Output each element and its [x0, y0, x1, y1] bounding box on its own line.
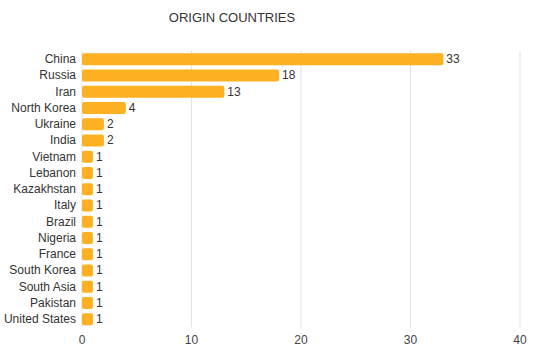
chart-container: ORIGIN COUNTRIES 0 10 20 30 40 China 33 Russia 18…	[0, 0, 546, 353]
grid-line	[520, 51, 521, 327]
category-label: South Asia	[19, 280, 77, 294]
category-label: China	[45, 52, 77, 66]
category-label: Pakistan	[30, 296, 76, 310]
tick-label: 20	[294, 333, 308, 347]
axis-line	[82, 327, 520, 328]
bar	[82, 167, 93, 179]
grid-line	[301, 51, 302, 327]
bar	[82, 248, 93, 260]
bar	[82, 313, 93, 325]
data-label: 1	[96, 231, 103, 245]
category-label: Russia	[39, 68, 76, 82]
bar	[82, 102, 126, 114]
category-label: France	[39, 247, 77, 261]
bar	[82, 216, 93, 228]
bar	[82, 151, 93, 163]
data-label: 2	[107, 117, 114, 131]
data-label: 13	[227, 85, 241, 99]
grid-line	[410, 51, 411, 327]
tick-label: 30	[404, 333, 418, 347]
data-label: 1	[96, 150, 103, 164]
category-label: India	[50, 133, 76, 147]
bar	[82, 134, 104, 146]
bar	[82, 183, 93, 195]
bar	[82, 69, 279, 81]
category-label: Brazil	[46, 215, 76, 229]
tick-label: 10	[185, 333, 199, 347]
data-label: 4	[129, 101, 136, 115]
category-label: South Korea	[9, 263, 76, 277]
category-label: Italy	[54, 198, 76, 212]
bar	[82, 264, 93, 276]
bar	[82, 53, 443, 65]
bar	[82, 86, 224, 98]
data-label: 2	[107, 133, 114, 147]
data-label: 1	[96, 166, 103, 180]
chart: ORIGIN COUNTRIES 0 10 20 30 40 China 33 Russia 18…	[0, 0, 546, 353]
tick-label: 40	[513, 333, 527, 347]
data-label: 1	[96, 280, 103, 294]
bar	[82, 232, 93, 244]
data-label: 1	[96, 215, 103, 229]
bar	[82, 199, 93, 211]
bar	[82, 118, 104, 130]
category-label: Ukraine	[35, 117, 77, 131]
bar	[82, 297, 93, 309]
bars	[82, 53, 443, 325]
data-label: 1	[96, 247, 103, 261]
bar	[82, 281, 93, 293]
data-label: 1	[96, 312, 103, 326]
tick-label: 0	[79, 333, 86, 347]
data-label: 1	[96, 296, 103, 310]
category-label: Nigeria	[38, 231, 76, 245]
category-label: Vietnam	[32, 150, 76, 164]
data-label: 18	[282, 68, 296, 82]
category-label: Kazakhstan	[13, 182, 76, 196]
data-label: 1	[96, 263, 103, 277]
title: ORIGIN COUNTRIES	[169, 10, 296, 25]
data-label: 33	[446, 52, 460, 66]
category-label: Iran	[55, 85, 76, 99]
labels: China 33 Russia 18 Iran 13 North Korea 4 Ukraine…	[4, 52, 460, 326]
category-label: Lebanon	[29, 166, 76, 180]
category-label: North Korea	[11, 101, 76, 115]
data-label: 1	[96, 182, 103, 196]
category-label: United States	[4, 312, 76, 326]
data-label: 1	[96, 198, 103, 212]
grid	[82, 51, 520, 327]
